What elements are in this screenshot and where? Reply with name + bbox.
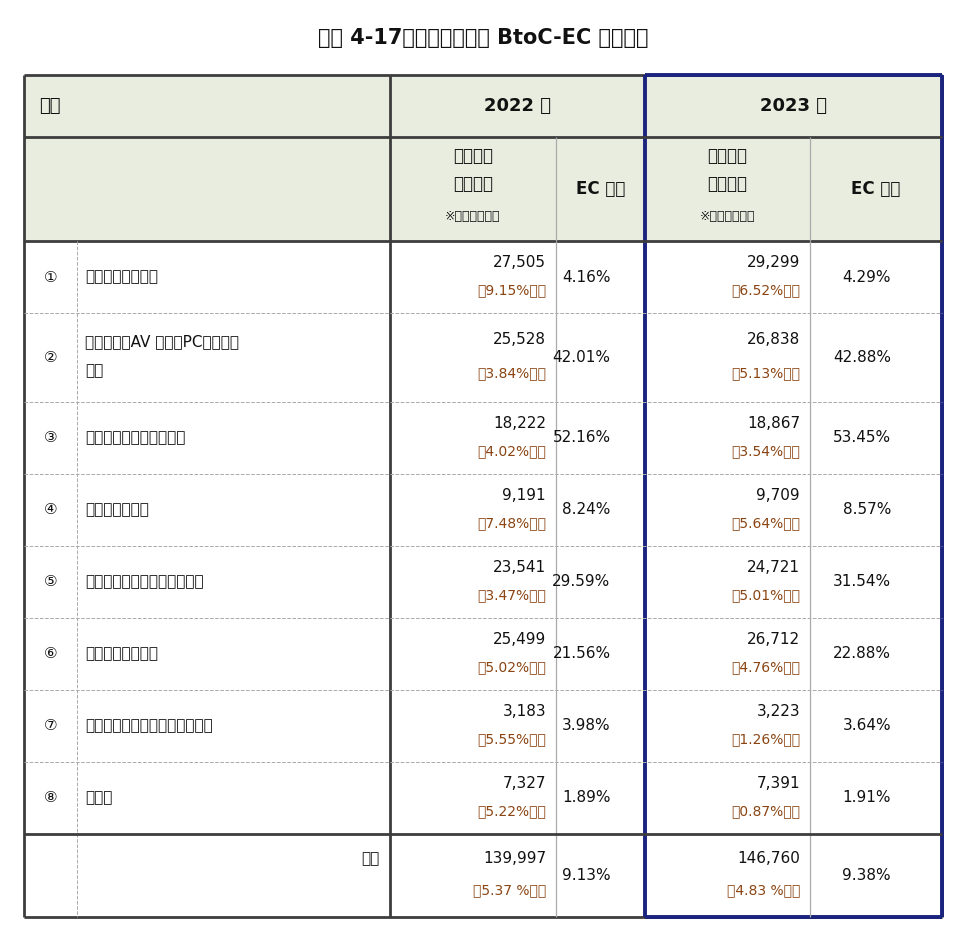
Text: 42.88%: 42.88%	[833, 350, 891, 365]
Bar	[24, 834, 942, 917]
Text: 52.16%: 52.16%	[553, 430, 611, 445]
Text: 3,223: 3,223	[756, 704, 800, 719]
Text: 53.45%: 53.45%	[833, 430, 891, 445]
Text: 139,997: 139,997	[483, 852, 546, 867]
Text: （5.37 %増）: （5.37 %増）	[472, 884, 546, 898]
Text: （5.64%増）: （5.64%増）	[731, 516, 800, 530]
Text: EC 化率: EC 化率	[851, 180, 900, 198]
Text: ※下段：前年比: ※下段：前年比	[699, 209, 755, 223]
Text: 化粧品、医薬品: 化粧品、医薬品	[85, 502, 149, 517]
Text: 25,528: 25,528	[493, 332, 546, 347]
Text: ②: ②	[43, 350, 57, 365]
Bar	[24, 690, 942, 762]
Text: 26,712: 26,712	[747, 632, 800, 647]
Text: 9.38%: 9.38%	[842, 868, 891, 883]
Text: （4.02%増）: （4.02%増）	[477, 444, 546, 458]
Text: （5.02%増）: （5.02%増）	[477, 660, 546, 674]
Text: 2023 年: 2023 年	[760, 97, 827, 115]
Text: 3.98%: 3.98%	[562, 718, 611, 733]
Bar	[24, 402, 942, 474]
Text: （3.54%増）: （3.54%増）	[731, 444, 800, 458]
Bar	[24, 546, 942, 618]
Text: 9,709: 9,709	[756, 488, 800, 503]
Text: ③: ③	[43, 430, 57, 445]
Text: 22.88%: 22.88%	[833, 646, 891, 661]
Text: 8.57%: 8.57%	[842, 502, 891, 517]
Text: （5.22%増）: （5.22%増）	[477, 804, 546, 818]
Text: 分類: 分類	[39, 97, 61, 115]
Bar	[24, 241, 942, 313]
Text: 9,191: 9,191	[502, 488, 546, 503]
Bar	[24, 474, 942, 546]
Text: （5.13%増）: （5.13%増）	[731, 367, 800, 381]
Text: 3,183: 3,183	[502, 704, 546, 719]
Text: 合計: 合計	[361, 852, 380, 867]
Text: 146,760: 146,760	[737, 852, 800, 867]
Text: （6.52%増）: （6.52%増）	[731, 283, 800, 297]
Text: ⑦: ⑦	[43, 718, 57, 733]
Text: 2022 年: 2022 年	[484, 97, 551, 115]
Text: 書籍、映像・音楽ソフト: 書籍、映像・音楽ソフト	[85, 430, 185, 445]
Text: ①: ①	[43, 269, 57, 284]
Text: 24,721: 24,721	[747, 560, 800, 575]
Text: 市場規模: 市場規模	[707, 147, 748, 165]
Text: 図表 4-17：物販系分野の BtoC-EC 市場規模: 図表 4-17：物販系分野の BtoC-EC 市場規模	[318, 27, 648, 48]
Text: 25,499: 25,499	[493, 632, 546, 647]
Text: 3.64%: 3.64%	[842, 718, 891, 733]
Text: 7,327: 7,327	[502, 776, 546, 791]
Bar	[24, 137, 942, 241]
Text: ※下段：前年比: ※下段：前年比	[445, 209, 500, 223]
Text: （0.87%増）: （0.87%増）	[731, 804, 800, 818]
Text: 市場規模: 市場規模	[453, 147, 493, 165]
Text: 21.56%: 21.56%	[553, 646, 611, 661]
Text: 生活家電、AV 機器、PC・周辺機: 生活家電、AV 機器、PC・周辺機	[85, 334, 239, 349]
Text: （7.48%増）: （7.48%増）	[477, 516, 546, 530]
Text: 29,299: 29,299	[747, 255, 800, 270]
Text: 生活雑貨、家具、インテリア: 生活雑貨、家具、インテリア	[85, 574, 204, 589]
Text: ⑥: ⑥	[43, 646, 57, 661]
Text: 42.01%: 42.01%	[553, 350, 611, 365]
Text: 18,222: 18,222	[493, 416, 546, 431]
Text: （3.84%増）: （3.84%増）	[477, 367, 546, 381]
Text: 衣類・服装雑貨等: 衣類・服装雑貨等	[85, 646, 158, 661]
Text: （4.83 %増）: （4.83 %増）	[726, 884, 800, 898]
Text: （5.01%増）: （5.01%増）	[731, 588, 800, 602]
Text: ④: ④	[43, 502, 57, 517]
Text: （3.47%増）: （3.47%増）	[477, 588, 546, 602]
Text: ⑤: ⑤	[43, 574, 57, 589]
Text: 器等: 器等	[85, 364, 103, 379]
Text: 29.59%: 29.59%	[553, 574, 611, 589]
Text: 自動車、自動二輪車、パーツ等: 自動車、自動二輪車、パーツ等	[85, 718, 213, 733]
Text: 27,505: 27,505	[493, 255, 546, 270]
Bar	[24, 762, 942, 834]
Text: 4.16%: 4.16%	[562, 269, 611, 284]
Text: 1.89%: 1.89%	[562, 790, 611, 805]
Text: 26,838: 26,838	[747, 332, 800, 347]
Text: （4.76%増）: （4.76%増）	[731, 660, 800, 674]
Text: 7,391: 7,391	[756, 776, 800, 791]
Text: その他: その他	[85, 790, 112, 805]
Text: ⑧: ⑧	[43, 790, 57, 805]
Text: 31.54%: 31.54%	[833, 574, 891, 589]
Text: EC 化率: EC 化率	[576, 180, 625, 198]
Bar	[24, 618, 942, 690]
Text: 8.24%: 8.24%	[562, 502, 611, 517]
Text: （5.55%増）: （5.55%増）	[477, 732, 546, 746]
Bar	[24, 75, 942, 137]
Text: （億円）: （億円）	[707, 175, 748, 193]
Text: （9.15%増）: （9.15%増）	[477, 283, 546, 297]
Text: 18,867: 18,867	[747, 416, 800, 431]
Text: 1.91%: 1.91%	[842, 790, 891, 805]
Text: 9.13%: 9.13%	[562, 868, 611, 883]
Text: 4.29%: 4.29%	[842, 269, 891, 284]
Text: 23,541: 23,541	[493, 560, 546, 575]
Text: 食品、飲料、酒類: 食品、飲料、酒類	[85, 269, 158, 284]
Bar	[24, 313, 942, 402]
Text: （億円）: （億円）	[453, 175, 493, 193]
Text: （1.26%増）: （1.26%増）	[731, 732, 800, 746]
